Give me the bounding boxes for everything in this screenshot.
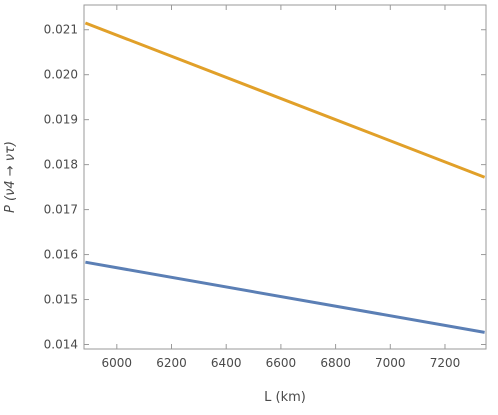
y-tick-label: 0.015 [44, 293, 78, 307]
x-tick-label: 7000 [375, 356, 406, 370]
x-axis-ticks: 6000 6200 6400 6600 6800 7000 7200 [102, 5, 461, 370]
y-axis-label: P (ν4 → ντ) [3, 141, 18, 213]
y-tick-label: 0.016 [44, 248, 78, 262]
x-axis-label: L (km) [264, 390, 306, 405]
x-tick-label: 6000 [102, 356, 133, 370]
y-tick-label: 0.018 [44, 158, 78, 172]
y-tick-label: 0.017 [44, 203, 78, 217]
data-series [84, 21, 486, 334]
x-tick-label: 6600 [266, 356, 297, 370]
y-tick-label: 0.020 [44, 68, 78, 82]
x-tick-label: 6800 [320, 356, 351, 370]
x-tick-label: 7200 [430, 356, 461, 370]
plot-frame [83, 4, 487, 350]
y-tick-label: 0.019 [44, 113, 78, 127]
y-tick-label: 0.014 [44, 338, 78, 352]
x-tick-label: 6400 [211, 356, 242, 370]
series-line-2 [85, 260, 485, 334]
x-tick-label: 6200 [156, 356, 187, 370]
series-line-1 [84, 21, 486, 179]
y-axis-ticks: 0.014 0.015 0.016 0.017 0.018 0.019 0.020 0.021 [44, 23, 486, 352]
y-tick-label: 0.021 [44, 23, 78, 37]
